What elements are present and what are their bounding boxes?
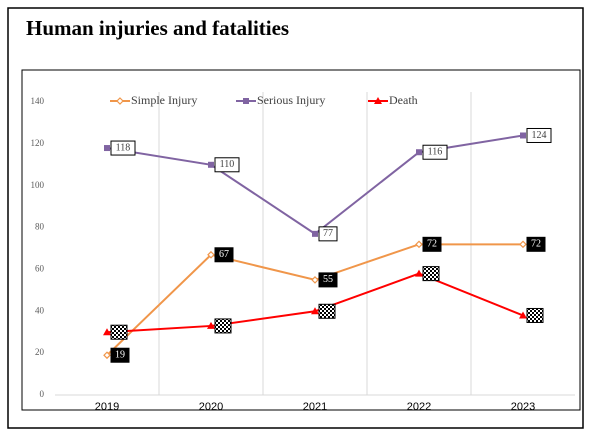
data-label-box xyxy=(318,272,338,288)
x-tick-label: 2022 xyxy=(407,401,431,413)
marker xyxy=(519,311,527,319)
marker xyxy=(103,328,111,336)
data-label: 19 xyxy=(115,350,125,361)
y-tick-label: 120 xyxy=(31,138,45,148)
marker xyxy=(415,240,423,249)
x-tick-label: 2020 xyxy=(199,401,223,413)
data-label-box xyxy=(214,157,240,173)
data-label: 55 xyxy=(323,274,333,285)
data-label: 67 xyxy=(219,249,229,260)
marker xyxy=(416,149,422,156)
marker xyxy=(312,230,318,237)
y-tick-label: 80 xyxy=(35,222,45,232)
data-label-box xyxy=(422,236,442,252)
y-tick-label: 0 xyxy=(40,389,45,399)
plot-frame xyxy=(21,69,581,411)
y-tick-label: 140 xyxy=(31,96,45,106)
series-line xyxy=(106,134,524,236)
data-label-box xyxy=(110,324,128,340)
marker xyxy=(311,276,319,284)
data-label: 72 xyxy=(427,239,437,250)
data-label-box xyxy=(526,236,546,252)
y-tick-label: 100 xyxy=(31,180,45,190)
data-label-box xyxy=(110,140,136,156)
marker xyxy=(374,97,382,104)
legend-label: Simple Injury xyxy=(131,93,197,107)
data-label: 118 xyxy=(116,142,131,153)
data-label-box xyxy=(110,347,130,363)
x-tick-label: 2021 xyxy=(303,401,327,413)
marker xyxy=(207,321,215,329)
outer-frame xyxy=(7,7,584,429)
data-label: 77 xyxy=(323,228,333,239)
marker xyxy=(243,98,249,104)
legend-label: Serious Injury xyxy=(257,93,325,107)
marker xyxy=(207,250,215,259)
data-label-box xyxy=(318,303,336,319)
data-label-box xyxy=(526,307,544,323)
y-tick-label: 60 xyxy=(35,263,45,273)
x-tick-label: 2023 xyxy=(511,401,535,413)
data-label: 124 xyxy=(532,130,547,141)
data-label: 72 xyxy=(531,239,541,250)
data-label-box xyxy=(526,127,552,143)
x-tick-label: 2019 xyxy=(95,401,119,413)
marker xyxy=(208,161,214,168)
marker xyxy=(116,97,124,105)
data-label-box xyxy=(214,318,232,334)
marker xyxy=(104,145,110,152)
marker xyxy=(520,132,526,139)
marker xyxy=(519,240,527,249)
data-label-box xyxy=(214,247,234,263)
marker xyxy=(415,269,423,277)
data-label-box xyxy=(318,226,338,242)
marker xyxy=(311,307,319,315)
marker xyxy=(103,351,111,360)
y-tick-label: 40 xyxy=(35,305,45,315)
data-label-box xyxy=(422,144,448,160)
chart-title: Human injuries and fatalities xyxy=(26,16,289,40)
data-label: 116 xyxy=(428,147,443,158)
legend-label: Death xyxy=(389,93,418,107)
series-line xyxy=(106,243,523,356)
data-label: 110 xyxy=(220,159,235,170)
data-label-box xyxy=(422,266,440,282)
y-tick-label: 20 xyxy=(35,347,45,357)
